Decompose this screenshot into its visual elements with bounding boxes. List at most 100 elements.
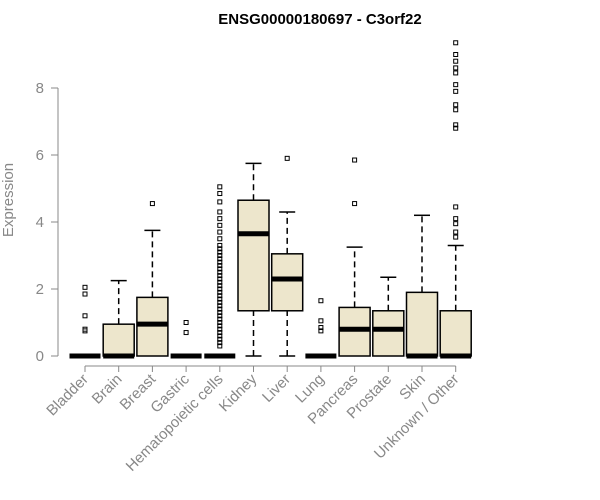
outlier-point <box>217 283 223 289</box>
outlier-point <box>217 256 223 262</box>
x-tick-label: Liver <box>259 371 294 406</box>
box-body <box>270 253 304 312</box>
box-breast <box>136 201 169 357</box>
box-body <box>102 323 135 357</box>
outlier-point <box>217 316 223 322</box>
outlier-point <box>217 293 223 299</box>
outlier-point <box>217 320 223 325</box>
x-tick-label: Bladder <box>43 371 92 420</box>
outlier-point <box>217 330 223 336</box>
outlier-point <box>82 326 88 332</box>
outlier-point <box>453 204 459 210</box>
outlier-point <box>183 330 189 336</box>
outlier-point <box>217 326 223 332</box>
outlier-point <box>453 58 459 64</box>
box-kidney <box>237 162 270 357</box>
box-body <box>237 199 270 312</box>
box-skin <box>405 214 439 359</box>
box-brain <box>102 279 135 359</box>
outlier-point <box>318 298 324 304</box>
outlier-point <box>183 320 189 325</box>
outlier-point <box>217 184 223 190</box>
outlier-point <box>217 246 223 252</box>
box-lung <box>305 298 337 359</box>
outlier-point <box>217 209 223 215</box>
outlier-point <box>149 201 155 207</box>
outlier-point <box>217 289 223 295</box>
outlier-point <box>217 306 223 312</box>
box-body <box>136 296 169 357</box>
outlier-point <box>284 155 290 161</box>
y-tick-label: 4 <box>36 214 44 231</box>
outlier-point <box>82 284 88 290</box>
outlier-point <box>82 313 88 319</box>
outlier-point <box>217 313 223 319</box>
outlier-point <box>453 107 459 113</box>
outlier-point <box>217 276 223 282</box>
box-body <box>338 306 371 357</box>
outlier-point <box>217 191 223 197</box>
y-axis-label: Expression <box>0 163 17 237</box>
outlier-point <box>217 273 223 279</box>
outlier-point <box>217 340 223 346</box>
outlier-point <box>217 279 223 285</box>
box-body <box>405 291 439 357</box>
outlier-point <box>217 249 223 255</box>
y-tick-label: 8 <box>36 80 44 97</box>
outlier-point <box>453 221 459 227</box>
outlier-point <box>352 201 358 207</box>
outlier-point <box>352 157 358 163</box>
outlier-point <box>217 242 223 248</box>
outlier-point <box>453 122 459 128</box>
outlier-point <box>217 236 223 242</box>
outlier-point <box>453 40 459 46</box>
outlier-point <box>318 318 324 324</box>
outlier-point <box>217 199 223 205</box>
outlier-point <box>217 303 223 309</box>
box-bladder <box>69 284 101 359</box>
outlier-point <box>217 299 223 305</box>
box-body <box>439 310 472 357</box>
outlier-point <box>217 222 223 228</box>
outlier-point <box>453 82 459 88</box>
outlier-point <box>318 325 324 331</box>
outlier-point <box>217 253 223 258</box>
outlier-point <box>453 88 459 94</box>
outlier-point <box>82 291 88 297</box>
outlier-point <box>453 216 459 222</box>
box-gastric <box>170 320 202 359</box>
box-hematopoietic-cells <box>204 184 236 359</box>
box-liver <box>270 155 304 357</box>
outlier-point <box>453 234 459 240</box>
box-prostate <box>372 276 405 357</box>
outlier-point <box>217 266 223 272</box>
outlier-point <box>318 328 324 334</box>
y-axis: 0 2 4 6 8 <box>36 80 59 365</box>
outlier-point <box>217 259 223 265</box>
outlier-point <box>217 229 223 235</box>
outlier-point <box>453 52 459 57</box>
y-tick-label: 0 <box>36 348 44 365</box>
y-tick-label: 6 <box>36 147 44 164</box>
plot-area <box>69 40 472 359</box>
outlier-point <box>217 323 223 329</box>
outlier-point <box>217 343 223 349</box>
box-body <box>372 310 405 357</box>
outlier-point <box>453 70 459 76</box>
outlier-point <box>453 65 459 71</box>
box-unknown-other <box>439 40 472 359</box>
outlier-point <box>453 102 459 108</box>
outlier-point <box>217 269 223 275</box>
outlier-point <box>217 263 223 269</box>
chart-title: ENSG00000180697 - C3orf22 <box>218 11 421 28</box>
outlier-point <box>217 286 223 292</box>
outlier-point <box>217 333 223 339</box>
outlier-point <box>453 125 459 131</box>
outlier-point <box>217 309 223 315</box>
outlier-point <box>217 216 223 222</box>
outlier-point <box>217 336 223 342</box>
x-tick-label: Kidney <box>216 370 261 415</box>
box-pancreas <box>338 157 371 357</box>
